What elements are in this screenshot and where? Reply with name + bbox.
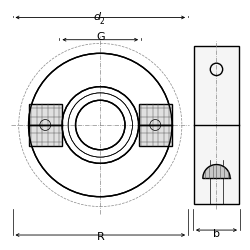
Polygon shape: [203, 164, 230, 178]
Text: R: R: [96, 232, 104, 242]
Text: b: b: [213, 229, 220, 239]
Bar: [28, 104, 62, 146]
Bar: [194, 46, 239, 204]
Text: 2: 2: [100, 18, 104, 26]
Text: d: d: [93, 12, 100, 22]
Bar: [138, 104, 172, 146]
Text: G: G: [96, 32, 104, 42]
